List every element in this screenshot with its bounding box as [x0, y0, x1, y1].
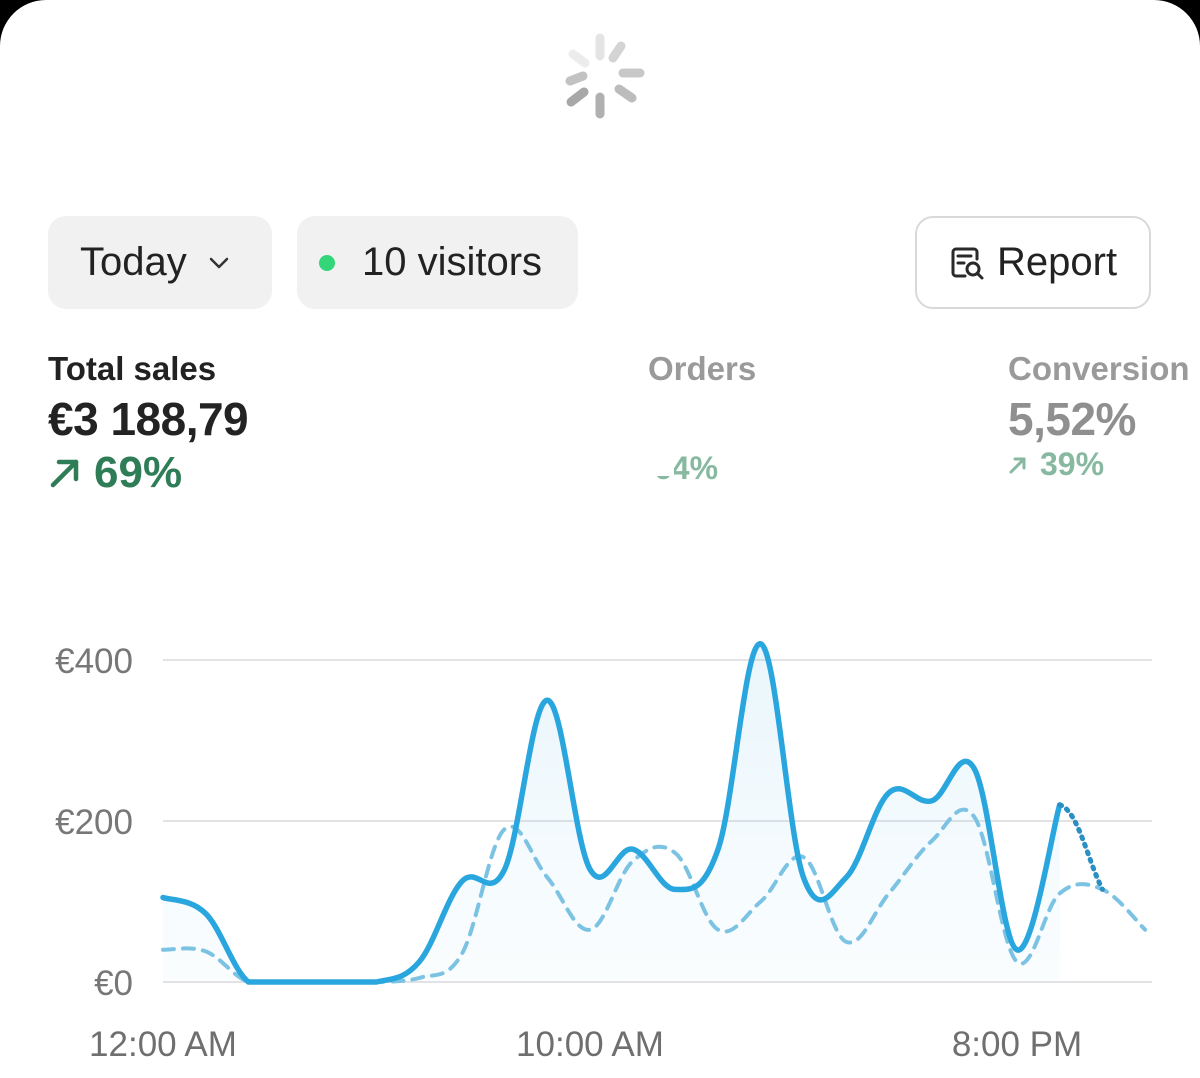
metric-total-sales[interactable]: Total sales €3 188,79 69% — [48, 350, 249, 498]
metric-orders[interactable]: Orders 64% — [644, 350, 757, 487]
loading-mask — [644, 456, 674, 476]
spinner-icon — [565, 33, 645, 119]
arrow-up-right-icon — [50, 459, 79, 488]
report-button[interactable]: Report — [915, 216, 1151, 309]
visitors-label: 10 visitors — [362, 240, 543, 284]
sales-area — [163, 643, 1060, 982]
sales-chart: €0 €200 €400 12:00 AM 10:00 AM 8:00 PM — [55, 641, 1152, 1064]
metric-value: €3 188,79 — [48, 393, 249, 445]
x-tick-label: 10:00 AM — [516, 1025, 664, 1064]
metric-change-value: 69% — [94, 448, 183, 497]
series-line-current — [160, 641, 1063, 985]
period-label: Today — [80, 240, 187, 284]
metric-change: 69% — [48, 448, 248, 498]
arrow-up-right-icon — [1009, 457, 1026, 473]
metric-change: 64% — [644, 450, 756, 487]
series-line-current-projection — [1057, 802, 1105, 892]
x-tick-label: 8:00 PM — [952, 1025, 1082, 1064]
metric-label: Total sales — [48, 350, 217, 387]
metric-change: 39% — [1008, 446, 1190, 483]
metric-conversion[interactable]: Conversion 5,52% 39% — [1008, 350, 1190, 483]
y-tick-label: €400 — [55, 642, 133, 681]
metric-value: 5,52% — [1008, 393, 1136, 445]
y-tick-label: €0 — [94, 964, 133, 1003]
chevron-down-icon — [209, 257, 228, 268]
report-search-icon — [951, 247, 984, 279]
metric-label: Orders — [648, 350, 757, 387]
status-dot-icon — [319, 254, 335, 271]
metric-label: Conversion — [1008, 350, 1190, 387]
x-tick-label: 12:00 AM — [89, 1025, 237, 1064]
period-dropdown[interactable]: Today — [48, 216, 272, 309]
y-tick-label: €200 — [55, 803, 133, 842]
live-visitors-button[interactable]: 10 visitors — [297, 216, 578, 309]
metric-change-value: 39% — [1040, 446, 1105, 482]
report-label: Report — [997, 240, 1118, 284]
